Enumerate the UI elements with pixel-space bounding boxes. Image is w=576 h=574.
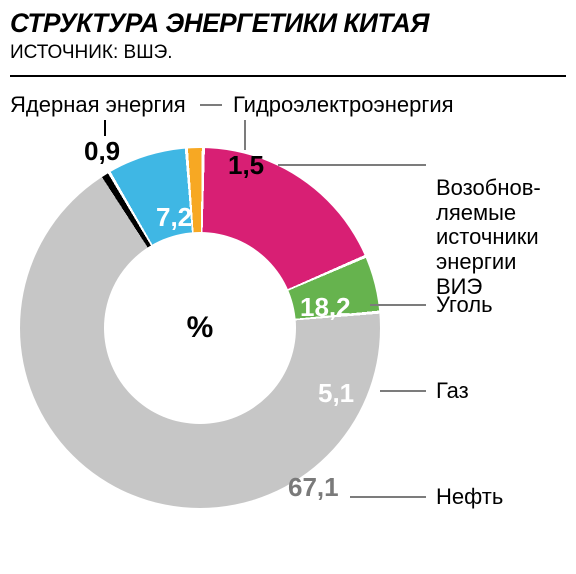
tick-gas: [380, 390, 426, 392]
tick-coal: [370, 304, 426, 306]
tick-oil: [350, 496, 426, 498]
value-ries1: 1,5: [228, 150, 264, 181]
label-oil: Нефть: [436, 484, 503, 510]
label-nuclear: Ядерная энергия: [10, 92, 186, 118]
label-gas: Газ: [436, 378, 469, 404]
label-ries-line1: Возобнов- ляемые источники энергии ВИЭ: [436, 175, 541, 299]
label-coal: Уголь: [436, 292, 493, 318]
label-hydro: Гидроэлектроэнергия: [233, 92, 454, 118]
tick-nuclear-v: [104, 120, 106, 136]
tick-ries1: [278, 164, 426, 166]
tick-hydro-dash: [200, 104, 222, 106]
label-ries: Возобнов- ляемые источники энергии ВИЭ: [436, 176, 566, 299]
value-nuclear: 0,9: [84, 136, 120, 167]
donut-chart: %: [20, 148, 380, 508]
center-percent-symbol: %: [187, 311, 214, 345]
value-ries2: 18,2: [300, 292, 351, 323]
value-hydro: 7,2: [156, 202, 192, 233]
chart-source: ИСТОЧНИК: ВШЭ.: [10, 42, 173, 64]
divider: [10, 75, 566, 77]
tick-hydro-v: [244, 120, 246, 150]
value-gas: 67,1: [288, 472, 339, 503]
value-coal: 5,1: [318, 378, 354, 409]
chart-title: СТРУКТУРА ЭНЕРГЕТИКИ КИТАЯ: [10, 8, 429, 39]
